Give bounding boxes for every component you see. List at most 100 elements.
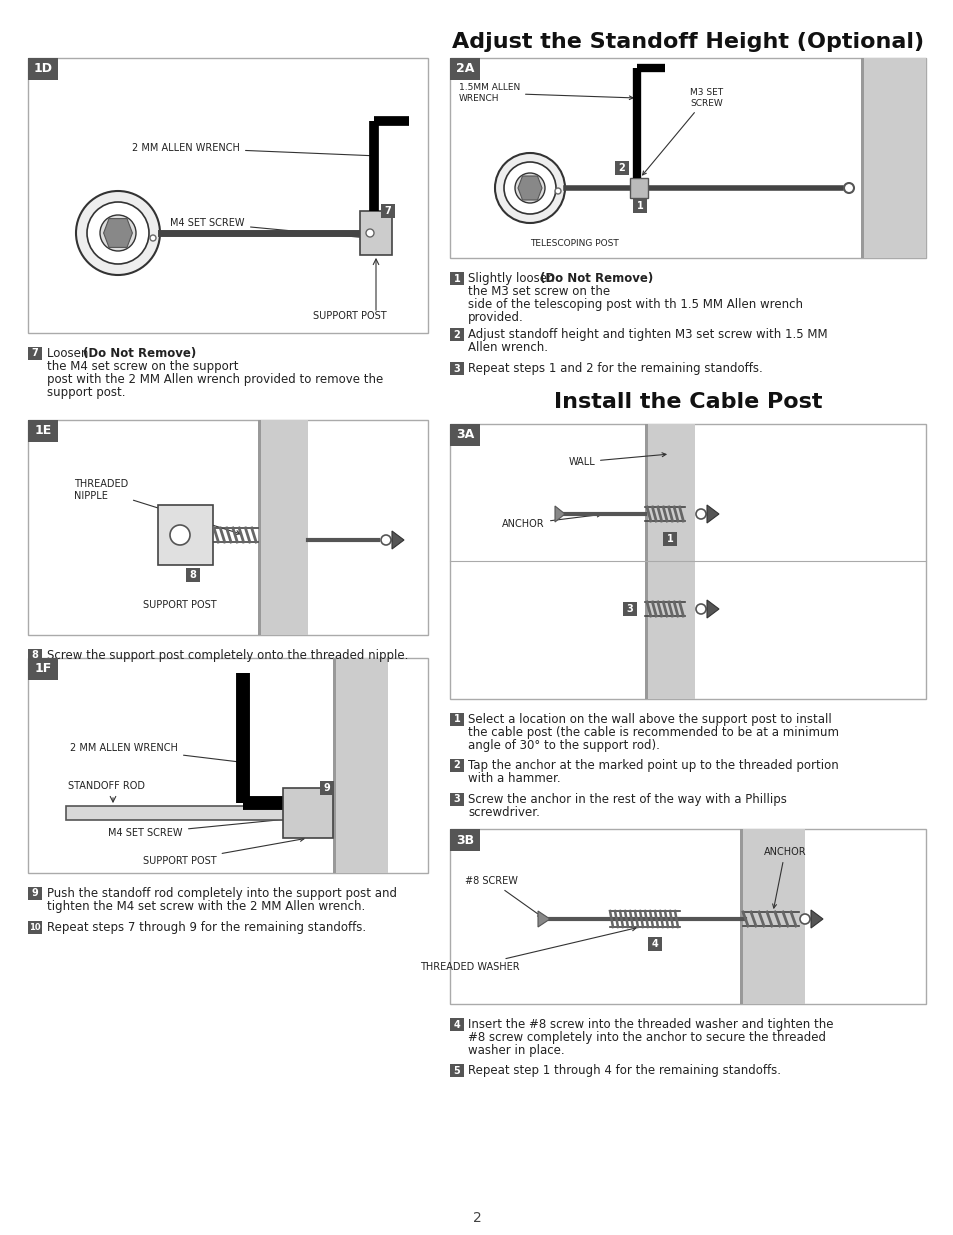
Bar xyxy=(644,424,695,699)
Bar xyxy=(647,937,661,951)
Text: support post.: support post. xyxy=(47,387,126,399)
Text: #8 SCREW: #8 SCREW xyxy=(465,876,541,916)
Bar xyxy=(644,424,647,699)
Text: 3: 3 xyxy=(453,794,460,804)
Bar xyxy=(615,161,628,175)
Bar xyxy=(28,658,58,680)
Text: 2A: 2A xyxy=(456,63,474,75)
Text: post with the 2 MM Allen wrench provided to remove the: post with the 2 MM Allen wrench provided… xyxy=(47,373,383,387)
Text: Adjust standoff height and tighten M3 set screw with 1.5 MM: Adjust standoff height and tighten M3 se… xyxy=(468,329,827,341)
Circle shape xyxy=(100,215,136,251)
Text: 9: 9 xyxy=(31,888,38,899)
Bar xyxy=(450,424,479,446)
Circle shape xyxy=(503,162,556,214)
Polygon shape xyxy=(706,505,719,522)
Bar xyxy=(740,829,742,1004)
Text: 2: 2 xyxy=(472,1212,481,1225)
Text: TELESCOPING POST: TELESCOPING POST xyxy=(530,240,618,248)
Bar xyxy=(450,829,479,851)
Polygon shape xyxy=(555,506,564,522)
Circle shape xyxy=(76,191,160,275)
Circle shape xyxy=(380,535,391,545)
Bar xyxy=(283,788,333,839)
Text: Allen wrench.: Allen wrench. xyxy=(468,341,547,354)
Bar xyxy=(333,658,335,873)
Bar xyxy=(740,829,804,1004)
Bar xyxy=(28,887,42,900)
Text: 1: 1 xyxy=(453,273,460,284)
Text: M3 SET
SCREW: M3 SET SCREW xyxy=(642,88,722,175)
Bar xyxy=(333,658,388,873)
Text: 3: 3 xyxy=(626,604,633,614)
Bar xyxy=(28,420,58,442)
Bar xyxy=(450,272,463,285)
Text: 3B: 3B xyxy=(456,834,474,846)
Bar xyxy=(359,211,392,254)
Bar xyxy=(158,505,213,564)
Text: the cable post (the cable is recommended to be at a minimum: the cable post (the cable is recommended… xyxy=(468,726,838,739)
Bar xyxy=(380,204,395,219)
Text: washer in place.: washer in place. xyxy=(468,1044,564,1057)
Text: SUPPORT POST: SUPPORT POST xyxy=(313,311,386,321)
Text: Screw the anchor in the rest of the way with a Phillips: Screw the anchor in the rest of the way … xyxy=(468,793,786,806)
Text: 8: 8 xyxy=(190,571,196,580)
Bar xyxy=(450,713,463,726)
Circle shape xyxy=(170,525,190,545)
Bar xyxy=(28,921,42,934)
Text: 5: 5 xyxy=(453,1066,460,1076)
Text: screwdriver.: screwdriver. xyxy=(468,806,539,819)
Polygon shape xyxy=(104,219,132,247)
Bar xyxy=(450,829,925,1004)
Text: 1D: 1D xyxy=(33,63,52,75)
Text: 7: 7 xyxy=(384,206,391,216)
Circle shape xyxy=(696,509,705,519)
Text: M4 SET SCREW: M4 SET SCREW xyxy=(171,219,364,240)
Bar xyxy=(28,650,42,662)
Bar xyxy=(28,658,428,873)
Text: 3: 3 xyxy=(453,363,460,373)
Text: 1: 1 xyxy=(453,715,460,725)
Bar xyxy=(662,532,677,546)
Bar xyxy=(450,1018,463,1031)
Circle shape xyxy=(495,153,564,224)
Bar xyxy=(450,58,925,258)
Text: (Do Not Remove): (Do Not Remove) xyxy=(539,272,653,285)
Circle shape xyxy=(843,183,853,193)
Text: 2: 2 xyxy=(618,163,625,173)
Text: SUPPORT POST: SUPPORT POST xyxy=(143,600,216,610)
Circle shape xyxy=(366,228,374,237)
Bar xyxy=(450,793,463,806)
Circle shape xyxy=(150,235,156,241)
Text: 4: 4 xyxy=(453,1020,460,1030)
Bar xyxy=(186,568,200,582)
Text: Push the standoff rod completely into the support post and: Push the standoff rod completely into th… xyxy=(47,887,396,900)
Text: 1.5MM ALLEN
WRENCH: 1.5MM ALLEN WRENCH xyxy=(458,83,633,103)
Bar xyxy=(861,58,925,258)
Text: 1: 1 xyxy=(666,534,673,543)
Text: 2 MM ALLEN WRENCH: 2 MM ALLEN WRENCH xyxy=(71,743,244,764)
Text: 8: 8 xyxy=(31,651,38,661)
Bar xyxy=(450,1065,463,1077)
Bar xyxy=(28,58,428,333)
Text: 7: 7 xyxy=(31,348,38,358)
Bar xyxy=(629,178,647,198)
Text: #8 screw completely into the anchor to secure the threaded: #8 screw completely into the anchor to s… xyxy=(468,1031,825,1044)
Text: Repeat steps 7 through 9 for the remaining standoffs.: Repeat steps 7 through 9 for the remaini… xyxy=(47,921,366,934)
Circle shape xyxy=(800,914,809,924)
Text: (Do Not Remove): (Do Not Remove) xyxy=(83,347,196,359)
Polygon shape xyxy=(517,177,541,200)
Text: 1F: 1F xyxy=(34,662,51,676)
Text: Adjust the Standoff Height (Optional): Adjust the Standoff Height (Optional) xyxy=(452,32,923,52)
Text: 1E: 1E xyxy=(34,425,51,437)
Bar xyxy=(450,424,925,699)
Circle shape xyxy=(555,188,560,194)
Text: Insert the #8 screw into the threaded washer and tighten the: Insert the #8 screw into the threaded wa… xyxy=(468,1018,833,1031)
Circle shape xyxy=(515,173,544,203)
Text: M4 SET SCREW: M4 SET SCREW xyxy=(109,816,294,839)
Bar xyxy=(622,601,637,616)
Text: Loosen: Loosen xyxy=(47,347,92,359)
Text: Select a location on the wall above the support post to install: Select a location on the wall above the … xyxy=(468,713,831,726)
Text: ANCHOR: ANCHOR xyxy=(502,513,600,529)
Text: with a hammer.: with a hammer. xyxy=(468,772,560,785)
Circle shape xyxy=(87,203,149,264)
